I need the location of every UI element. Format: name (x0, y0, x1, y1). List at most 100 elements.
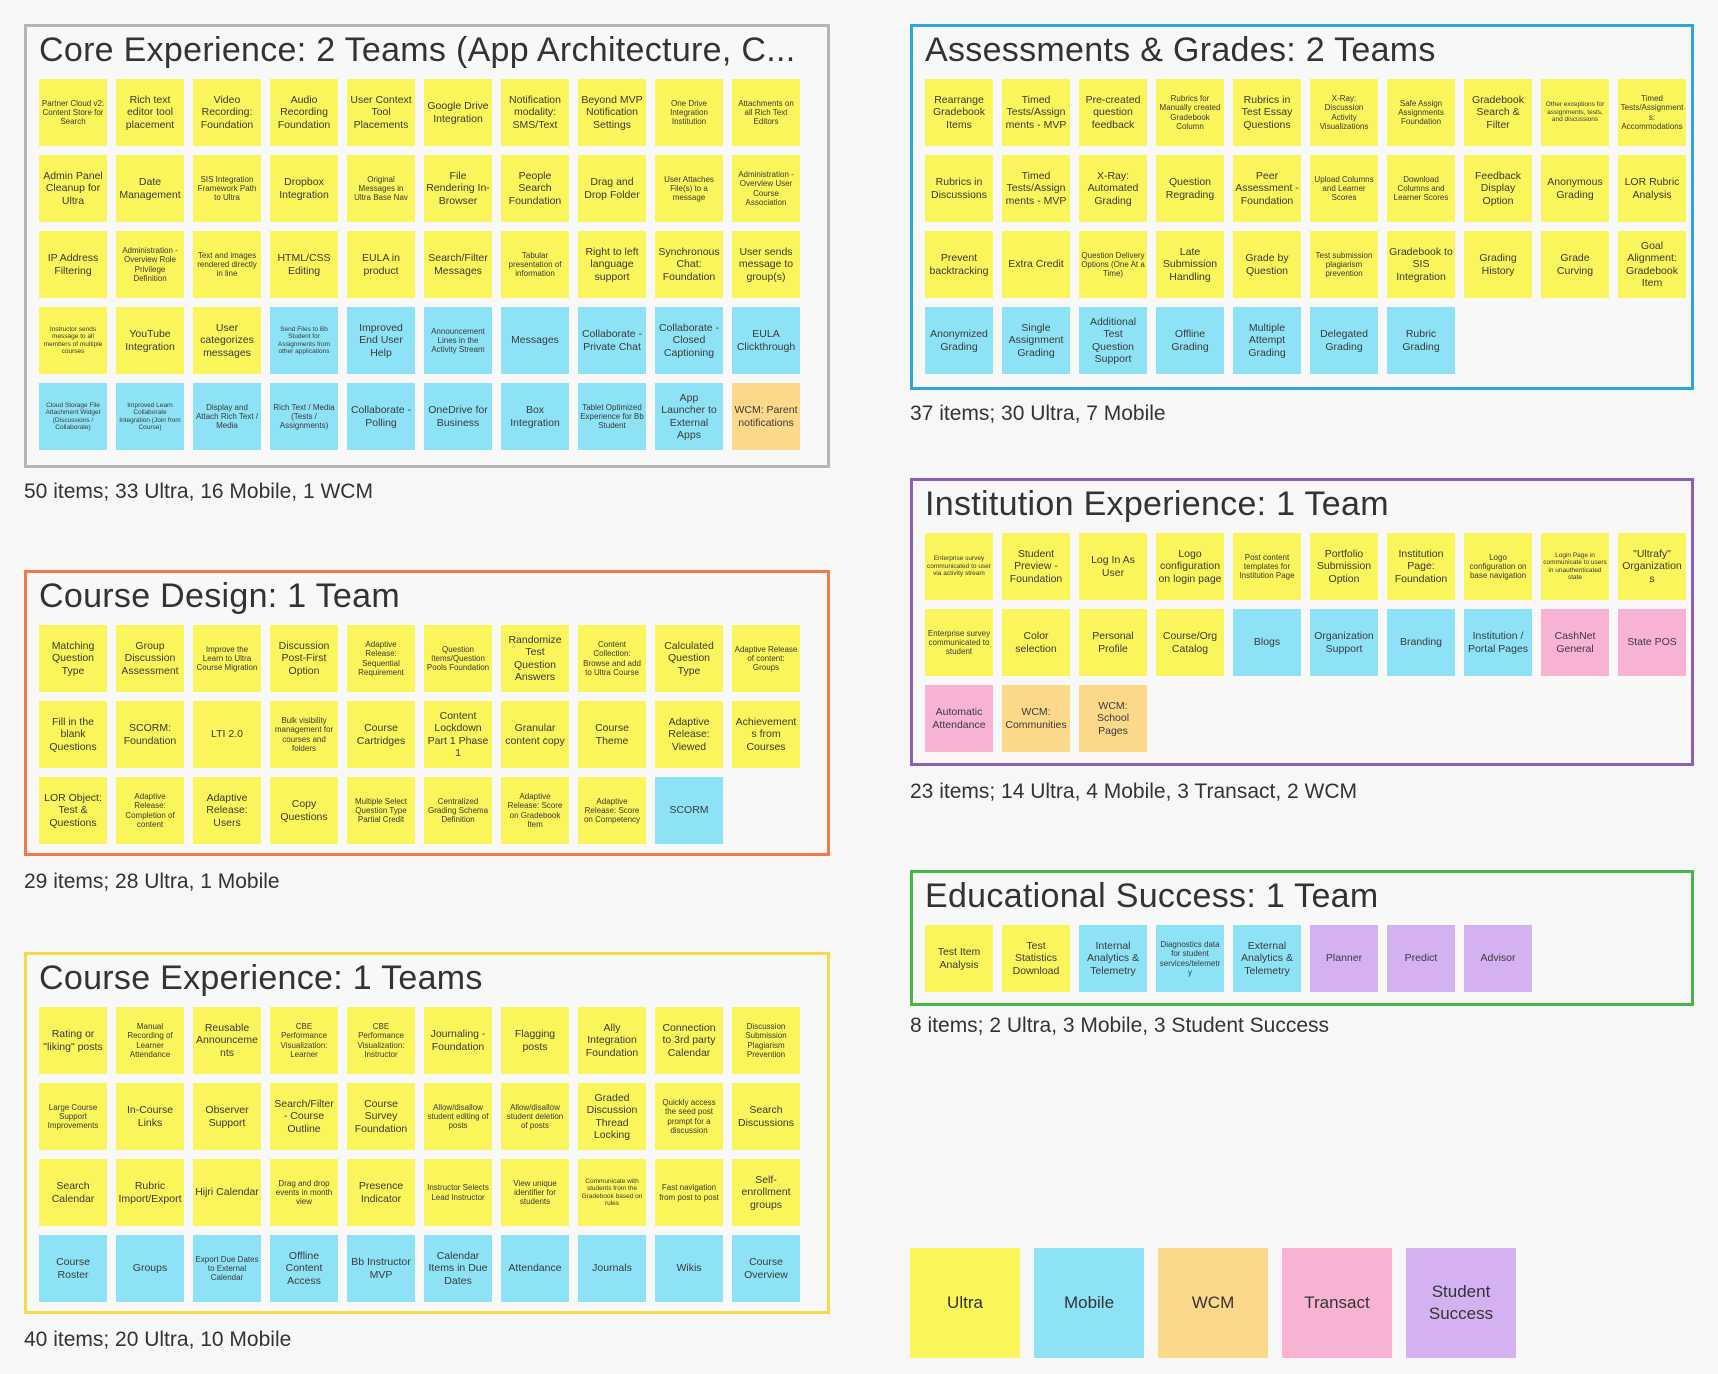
sticky-note[interactable]: Test submission plagiarism prevention (1310, 231, 1378, 298)
sticky-note[interactable]: Ally Integration Foundation (578, 1007, 646, 1074)
sticky-note[interactable]: Automatic Attendance (925, 685, 993, 752)
sticky-note[interactable]: Student Preview - Foundation (1002, 533, 1070, 600)
sticky-note[interactable]: Single Assignment Grading (1002, 307, 1070, 374)
sticky-note[interactable]: Copy Questions (270, 777, 338, 844)
sticky-note[interactable]: CashNet General (1541, 609, 1609, 676)
sticky-note[interactable]: Search Calendar (39, 1159, 107, 1226)
sticky-note[interactable]: EULA in product (347, 231, 415, 298)
sticky-note[interactable]: Wikis (655, 1235, 723, 1302)
sticky-note[interactable]: Audio Recording Foundation (270, 79, 338, 146)
sticky-note[interactable]: Notification modality: SMS/Text (501, 79, 569, 146)
sticky-note[interactable]: Calendar Items in Due Dates (424, 1235, 492, 1302)
sticky-note[interactable]: LTI 2.0 (193, 701, 261, 768)
sticky-note[interactable]: Improved Learn Collaborate Integration (… (116, 383, 184, 450)
sticky-note[interactable]: Offline Grading (1156, 307, 1224, 374)
sticky-note[interactable]: User categorizes messages (193, 307, 261, 374)
sticky-note[interactable]: Course Cartridges (347, 701, 415, 768)
sticky-note[interactable]: Rubrics for Manually created Gradebook C… (1156, 79, 1224, 146)
sticky-note[interactable]: Observer Support (193, 1083, 261, 1150)
sticky-note[interactable]: Rich text editor tool placement (116, 79, 184, 146)
sticky-note[interactable]: Search Discussions (732, 1083, 800, 1150)
sticky-note[interactable]: Adaptive Release: Score on Gradebook Ite… (501, 777, 569, 844)
sticky-note[interactable]: Enterprise survey communicated to studen… (925, 609, 993, 676)
sticky-note[interactable]: Color selection (1002, 609, 1070, 676)
sticky-note[interactable]: Timed Tests/Assignments - MVP (1002, 155, 1070, 222)
sticky-note[interactable]: Flagging posts (501, 1007, 569, 1074)
sticky-note[interactable]: Adaptive Release of content: Groups (732, 625, 800, 692)
sticky-note[interactable]: Advisor (1464, 925, 1532, 992)
sticky-note[interactable]: Drag and Drop Folder (578, 155, 646, 222)
sticky-note[interactable]: Display and Attach Rich Text / Media (193, 383, 261, 450)
sticky-note[interactable]: Late Submission Handling (1156, 231, 1224, 298)
sticky-note[interactable]: User sends message to group(s) (732, 231, 800, 298)
sticky-note[interactable]: Safe Assign Assignments Foundation (1387, 79, 1455, 146)
sticky-note[interactable]: Offline Content Access (270, 1235, 338, 1302)
sticky-note[interactable]: Communicate with students from the Grade… (578, 1159, 646, 1226)
sticky-note[interactable]: Video Recording: Foundation (193, 79, 261, 146)
sticky-note[interactable]: Course Survey Foundation (347, 1083, 415, 1150)
sticky-note[interactable]: Test Item Analysis (925, 925, 993, 992)
sticky-note[interactable]: Hijri Calendar (193, 1159, 261, 1226)
sticky-note[interactable]: Rich Text / Media (Tests / Assignments) (270, 383, 338, 450)
sticky-note[interactable]: Discussion Post-First Option (270, 625, 338, 692)
sticky-note[interactable]: Download Columns and Learner Scores (1387, 155, 1455, 222)
sticky-note[interactable]: Course Overview (732, 1235, 800, 1302)
sticky-note[interactable]: Granular content copy (501, 701, 569, 768)
sticky-note[interactable]: Personal Profile (1079, 609, 1147, 676)
sticky-note[interactable]: Fill in the blank Questions (39, 701, 107, 768)
sticky-note[interactable]: Rubrics in Test Essay Questions (1233, 79, 1301, 146)
sticky-note[interactable]: Text and images rendered directly in lin… (193, 231, 261, 298)
sticky-note[interactable]: Delegated Grading (1310, 307, 1378, 374)
sticky-note[interactable]: IP Address Filtering (39, 231, 107, 298)
sticky-note[interactable]: CBE Performance Visualization: Instructo… (347, 1007, 415, 1074)
sticky-note[interactable]: Partner Cloud v2: Content Store for Sear… (39, 79, 107, 146)
sticky-note[interactable]: User Context Tool Placements (347, 79, 415, 146)
sticky-note[interactable]: Cloud Storage File Attachment Widget (Di… (39, 383, 107, 450)
sticky-note[interactable]: Groups (116, 1235, 184, 1302)
sticky-note[interactable]: Course/Org Catalog (1156, 609, 1224, 676)
sticky-note[interactable]: Grading History (1464, 231, 1532, 298)
sticky-note[interactable]: Journals (578, 1235, 646, 1302)
sticky-note[interactable]: Original Messages in Ultra Base Nav (347, 155, 415, 222)
sticky-note[interactable]: Announcement Lines in the Activity Strea… (424, 307, 492, 374)
sticky-note[interactable]: Beyond MVP Notification Settings (578, 79, 646, 146)
sticky-note[interactable]: Improve the Learn to Ultra Course Migrat… (193, 625, 261, 692)
sticky-note[interactable]: Manual Recording of Learner Attendance (116, 1007, 184, 1074)
sticky-note[interactable]: Diagnostics data for student services/te… (1156, 925, 1224, 992)
sticky-note[interactable]: Quickly access the seed post prompt for … (655, 1083, 723, 1150)
sticky-note[interactable]: Achievements from Courses (732, 701, 800, 768)
sticky-note[interactable]: Administration - Overview User Course As… (732, 155, 800, 222)
sticky-note[interactable]: SIS Integration Framework Path to Ultra (193, 155, 261, 222)
sticky-note[interactable]: Reusable Announcements (193, 1007, 261, 1074)
sticky-note[interactable]: Calculated Question Type (655, 625, 723, 692)
sticky-note[interactable]: Log In As User (1079, 533, 1147, 600)
sticky-note[interactable]: Blogs (1233, 609, 1301, 676)
sticky-note[interactable]: Allow/disallow student deletion of posts (501, 1083, 569, 1150)
sticky-note[interactable]: Pre-created question feedback (1079, 79, 1147, 146)
sticky-note[interactable]: Self-enrollment groups (732, 1159, 800, 1226)
sticky-note[interactable]: OneDrive for Business (424, 383, 492, 450)
sticky-note[interactable]: Question Items/Question Pools Foundation (424, 625, 492, 692)
sticky-note[interactable]: Large Course Support Improvements (39, 1083, 107, 1150)
sticky-note[interactable]: Collaborate - Private Chat (578, 307, 646, 374)
sticky-note[interactable]: LOR Object: Test & Questions (39, 777, 107, 844)
sticky-note[interactable]: Box Integration (501, 383, 569, 450)
sticky-note[interactable]: Portfolio Submission Option (1310, 533, 1378, 600)
sticky-note[interactable]: WCM: Communities (1002, 685, 1070, 752)
sticky-note[interactable]: Google Drive Integration (424, 79, 492, 146)
sticky-note[interactable]: Question Regrading (1156, 155, 1224, 222)
sticky-note[interactable]: Right to left language support (578, 231, 646, 298)
sticky-note[interactable]: One Drive Integration Institution (655, 79, 723, 146)
sticky-note[interactable]: Anonymized Grading (925, 307, 993, 374)
sticky-note[interactable]: Dropbox Integration (270, 155, 338, 222)
sticky-note[interactable]: Upload Columns and Learner Scores (1310, 155, 1378, 222)
sticky-note[interactable]: Collaborate - Closed Captioning (655, 307, 723, 374)
sticky-note[interactable]: WCM: School Pages (1079, 685, 1147, 752)
sticky-note[interactable]: Randomize Test Question Answers (501, 625, 569, 692)
sticky-note[interactable]: Messages (501, 307, 569, 374)
sticky-note[interactable]: Discussion Submission Plagiarism Prevent… (732, 1007, 800, 1074)
sticky-note[interactable]: Enterprise survey communicated to user v… (925, 533, 993, 600)
sticky-note[interactable]: Drag and drop events in month view (270, 1159, 338, 1226)
sticky-note[interactable]: Attendance (501, 1235, 569, 1302)
sticky-note[interactable]: Instructor Selects Lead Instructor (424, 1159, 492, 1226)
